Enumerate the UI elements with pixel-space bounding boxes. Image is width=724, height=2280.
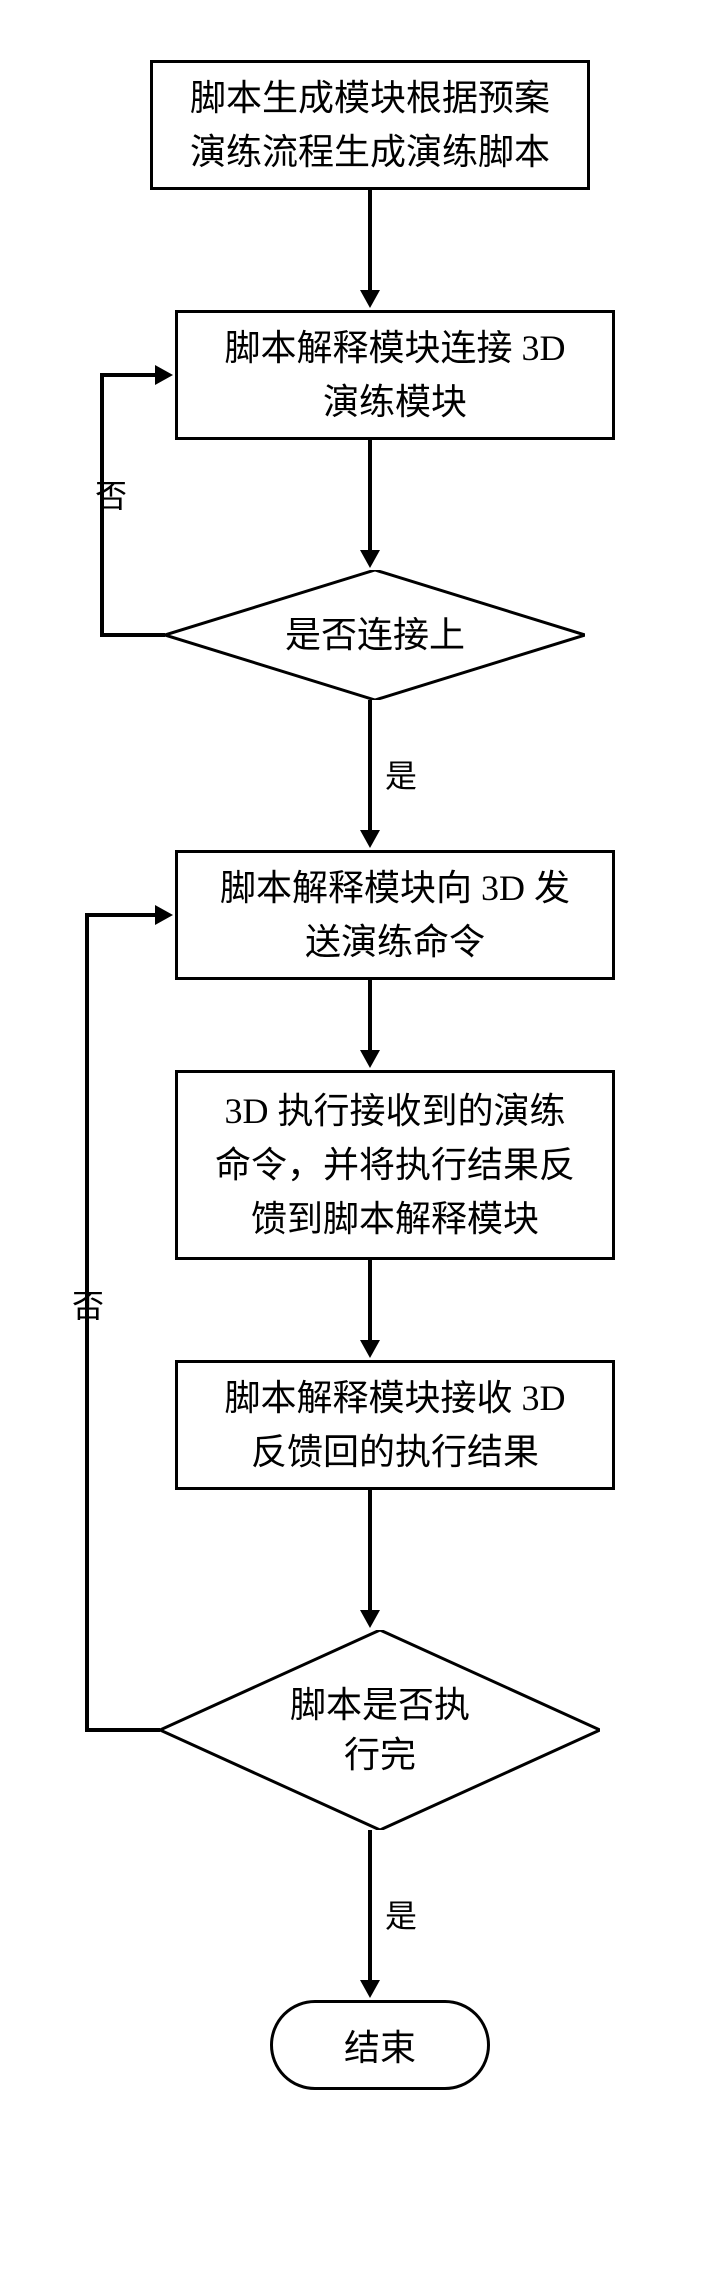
edge-n4-n5-head bbox=[360, 1340, 380, 1358]
edge-d1-n3 bbox=[368, 700, 372, 830]
flowchart-container: 脚本生成模块根据预案演练流程生成演练脚本 脚本解释模块连接 3D演练模块 是否连… bbox=[0, 40, 724, 2240]
edge-n5-d2 bbox=[368, 1490, 372, 1610]
edge-n2-d1-head bbox=[360, 550, 380, 568]
terminator-end: 结束 bbox=[270, 2000, 490, 2090]
edge-n2-d1 bbox=[368, 440, 372, 550]
decision-connected: 是否连接上 bbox=[165, 570, 585, 700]
edge-d2-no-h2 bbox=[85, 913, 155, 917]
edge-d2-end bbox=[368, 1830, 372, 1980]
edge-d1-n3-head bbox=[360, 830, 380, 848]
node-text: 脚本生成模块根据预案演练流程生成演练脚本 bbox=[190, 71, 550, 179]
edge-n5-d2-head bbox=[360, 1610, 380, 1628]
edge-d2-no-head bbox=[155, 905, 173, 925]
node-text: 是否连接上 bbox=[285, 610, 465, 660]
edge-d2-no-label: 否 bbox=[72, 1290, 104, 1322]
node-text: 脚本解释模块向 3D 发送演练命令 bbox=[220, 861, 570, 969]
edge-d1-no-head bbox=[155, 365, 173, 385]
node-text: 脚本解释模块连接 3D演练模块 bbox=[225, 321, 566, 429]
process-receive-result: 脚本解释模块接收 3D反馈回的执行结果 bbox=[175, 1360, 615, 1490]
node-text: 结束 bbox=[344, 2019, 416, 2071]
node-text: 脚本是否执行完 bbox=[290, 1680, 470, 1781]
edge-d1-no-label: 否 bbox=[95, 480, 127, 512]
edge-n4-n5 bbox=[368, 1260, 372, 1340]
edge-n1-n2 bbox=[368, 190, 372, 290]
edge-d1-no-h1 bbox=[100, 633, 165, 637]
node-text: 脚本解释模块接收 3D反馈回的执行结果 bbox=[225, 1371, 566, 1479]
decision-script-done: 脚本是否执行完 bbox=[160, 1630, 600, 1830]
edge-d2-yes-label: 是 bbox=[385, 1900, 417, 1932]
process-3d-execute: 3D 执行接收到的演练命令，并将执行结果反馈到脚本解释模块 bbox=[175, 1070, 615, 1260]
node-text: 3D 执行接收到的演练命令，并将执行结果反馈到脚本解释模块 bbox=[215, 1084, 575, 1246]
edge-n3-n4-head bbox=[360, 1050, 380, 1068]
edge-d2-no-h1 bbox=[85, 1728, 160, 1732]
edge-d2-end-head bbox=[360, 1980, 380, 1998]
edge-d1-no-h2 bbox=[100, 373, 155, 377]
edge-d1-yes-label: 是 bbox=[385, 760, 417, 792]
edge-n3-n4 bbox=[368, 980, 372, 1050]
process-generate-script: 脚本生成模块根据预案演练流程生成演练脚本 bbox=[150, 60, 590, 190]
edge-n1-n2-head bbox=[360, 290, 380, 308]
process-send-command: 脚本解释模块向 3D 发送演练命令 bbox=[175, 850, 615, 980]
process-connect-3d: 脚本解释模块连接 3D演练模块 bbox=[175, 310, 615, 440]
